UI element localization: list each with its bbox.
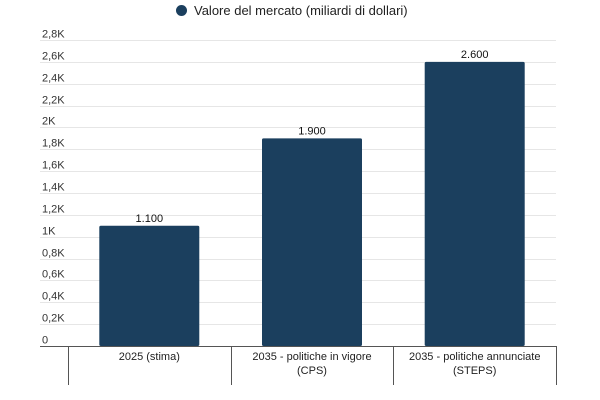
- bar-data-labels: 1.100 1.900 2.600: [136, 49, 489, 225]
- y-tick-label: 1,6K: [42, 160, 65, 172]
- y-tick-label: 2K: [42, 116, 56, 128]
- y-tick-label: 0: [42, 335, 48, 347]
- x-axis: [40, 346, 557, 385]
- y-axis-tick-labels: 0 0,2K 0,4K 0,6K 0,8K 1K 1,2K 1,4K 1,6K 1,8K 2K 2,2…: [42, 29, 65, 347]
- y-tick-label: 1,8K: [42, 138, 65, 150]
- legend-swatch: [176, 4, 187, 16]
- bars: [99, 61, 525, 347]
- bar: [99, 225, 200, 346]
- y-tick-label: 1,2K: [42, 204, 65, 216]
- x-axis-category-labels: 2025 (stima) 2035 - politiche in vigore (C…: [119, 351, 541, 377]
- y-tick-label: 2,2K: [42, 95, 65, 107]
- y-tick-label: 0,4K: [42, 291, 65, 303]
- y-tick-label: 0,8K: [42, 248, 65, 260]
- bar-value-label: 1.900: [298, 125, 326, 137]
- bar: [262, 138, 362, 346]
- bar: [424, 61, 525, 347]
- x-tick-label: 2035 - politiche annunciate: [409, 351, 540, 363]
- x-tick-label: (CPS): [297, 365, 327, 377]
- bar-value-label: 1.100: [136, 213, 164, 225]
- y-tick-label: 0,2K: [42, 313, 65, 325]
- y-tick-label: 2,8K: [42, 29, 65, 41]
- y-tick-label: 1,4K: [42, 182, 65, 194]
- y-tick-label: 2,6K: [42, 51, 65, 63]
- bar-value-label: 2.600: [461, 49, 489, 61]
- x-tick-label: 2025 (stima): [119, 351, 180, 363]
- x-tick-label: 2035 - politiche in vigore: [252, 351, 371, 363]
- legend-label: Valore del mercato (miliardi di dollari): [194, 2, 408, 18]
- x-tick-label: (STEPS): [453, 365, 496, 377]
- y-tick-label: 0,6K: [42, 269, 65, 281]
- y-tick-label: 2,4K: [42, 73, 65, 85]
- chart-legend: Valore del mercato (miliardi di dollari): [176, 1, 408, 19]
- y-tick-label: 1K: [42, 226, 56, 238]
